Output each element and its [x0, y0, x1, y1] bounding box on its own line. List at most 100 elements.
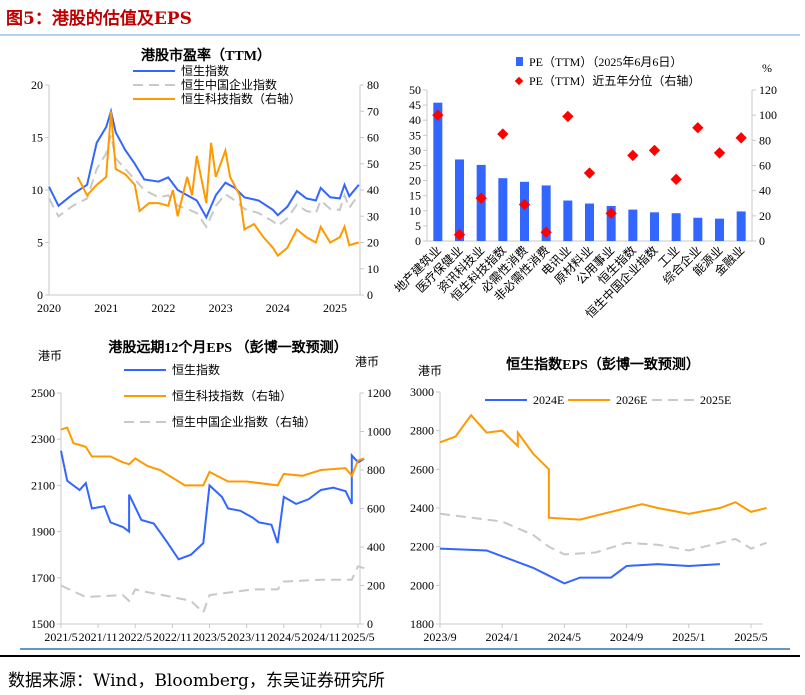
- sector-percentile-marker: [670, 173, 682, 185]
- sector-bar: [455, 159, 464, 241]
- sector-bar: [606, 205, 616, 241]
- pe-chart-title: 港股市盈率（TTM）: [141, 47, 271, 64]
- pe-chart-xtick-label: 2021: [94, 301, 118, 315]
- pe-chart-ytick-label: 15: [31, 131, 43, 145]
- sector-chart-ytick-label: 10: [409, 204, 421, 218]
- sector-chart-ytick-label: 30: [409, 143, 421, 157]
- hsi-eps-chart-xtick-label: 2024/1: [486, 630, 519, 644]
- sector-percentile-marker: [453, 229, 466, 241]
- eps-chart-y2tick-label: 1200: [367, 386, 391, 400]
- eps-chart-ytick-label: 1700: [31, 571, 55, 585]
- eps-chart-xtick-label: 2024/11: [301, 630, 340, 644]
- sector-percentile-marker: [692, 122, 704, 134]
- sector-chart-y2tick-label: 60: [759, 159, 771, 173]
- pe-chart-xtick-label: 2025: [323, 301, 347, 315]
- eps-chart-xtick-label: 2021/11: [79, 630, 118, 644]
- sector-bar: [520, 181, 529, 241]
- hsi-eps-chart-ytick-label: 2400: [410, 501, 434, 515]
- eps-chart-y-unit: 港币: [38, 349, 62, 363]
- sector-chart-y2tick-label: 20: [759, 209, 771, 223]
- hsi-eps-chart-series-line-1: [439, 413, 767, 521]
- sector-chart-y2tick-label: 100: [759, 108, 777, 122]
- sector-chart-ytick-label: 40: [409, 113, 421, 127]
- sector-bar: [585, 203, 594, 241]
- sector-chart-y2tick-label: 80: [759, 133, 771, 147]
- pe-chart-y2tick-label: 40: [367, 183, 379, 197]
- sector-percentile-marker: [627, 149, 639, 162]
- pe-chart-y2tick-label: 80: [367, 78, 379, 92]
- pe-chart-legend-label: 恒生科技指数（右轴）: [181, 91, 301, 106]
- sector-chart-y2-unit: %: [762, 61, 772, 75]
- sector-chart-ytick-label: 20: [409, 174, 421, 188]
- eps-chart-xtick-label: 2025/5: [341, 630, 374, 644]
- pe-chart-y2tick-label: 50: [367, 157, 379, 171]
- sector-legend-marker-swatch: [514, 76, 524, 86]
- hsi-eps-chart-legend-label: 2026E: [616, 393, 647, 407]
- hsi-eps-chart-legend-label: 2024E: [533, 393, 564, 407]
- hsi-eps-chart-ytick-label: 2800: [410, 424, 434, 438]
- sector-bar: [715, 218, 724, 241]
- pe-chart-series-line-2: [76, 111, 360, 258]
- pe-chart-legend-label: 恒生中国企业指数: [181, 77, 277, 92]
- sector-chart-y2tick-label: 40: [759, 184, 771, 198]
- hsi-eps-chart-ytick-label: 2000: [410, 578, 434, 592]
- pe-chart-y2tick-label: 30: [367, 209, 379, 223]
- eps-chart-legend-label: 恒生科技指数（右轴）: [172, 388, 292, 403]
- eps-chart-title: 港股远期12个月EPS （彭博一致预测）: [108, 339, 347, 356]
- source-note: 数据来源：Wind，Bloomberg，东吴证券研究所: [8, 671, 385, 691]
- eps-chart-ytick-label: 1900: [31, 525, 55, 539]
- eps-chart-series-line-0: [60, 450, 365, 561]
- eps-chart-y2tick-label: 1000: [367, 425, 391, 439]
- pe-chart-ytick-label: 0: [37, 288, 43, 302]
- pe-chart-y2tick-label: 20: [367, 236, 379, 250]
- pe-chart-xtick-label: 2020: [37, 301, 61, 315]
- sector-chart-ytick-label: 0: [415, 234, 421, 248]
- pe-chart-y2tick-label: 0: [367, 288, 373, 302]
- sector-percentile-marker: [518, 198, 531, 211]
- hsi-eps-chart-series-line-2: [439, 512, 767, 556]
- hsi-eps-chart-ytick-label: 1800: [410, 617, 434, 631]
- hsi-eps-chart-xtick-label: 2025/1: [672, 630, 705, 644]
- hsi-eps-chart-ytick-label: 2600: [410, 462, 434, 476]
- eps-chart-y2tick-label: 600: [367, 502, 385, 516]
- hsi-eps-chart-ytick-label: 3000: [410, 385, 434, 399]
- sector-legend-label: PE（TTM）（2025年6月6日）: [529, 55, 682, 69]
- sector-chart-y2tick-label: 120: [759, 83, 777, 97]
- hsi-eps-chart-ytick-label: 2200: [410, 540, 434, 554]
- eps-chart-y2tick-label: 0: [367, 617, 373, 631]
- eps-chart-ytick-label: 2300: [31, 432, 55, 446]
- sector-chart-ytick-label: 5: [415, 219, 421, 233]
- pe-chart-series-line-0: [48, 107, 360, 220]
- eps-chart-y2tick-label: 400: [367, 540, 385, 554]
- hsi-eps-chart-xtick-label: 2023/9: [423, 630, 456, 644]
- eps-chart-legend-label: 恒生指数: [172, 362, 220, 377]
- hsi-eps-chart-series-line-0: [439, 547, 720, 585]
- pe-chart-ytick-label: 10: [31, 183, 43, 197]
- hsi-eps-chart-xtick-label: 2025/5: [734, 630, 767, 644]
- sector-bar: [563, 200, 573, 241]
- hsi-eps-chart-y-unit: 港币: [418, 364, 442, 378]
- sector-bar: [433, 102, 443, 242]
- eps-chart-xtick-label: 2024/5: [267, 630, 300, 644]
- sector-bar: [671, 213, 681, 241]
- pe-chart-y2tick-label: 70: [367, 104, 379, 118]
- sector-legend-label: PE（TTM）近五年分位（右轴）: [529, 73, 700, 88]
- figure-title: 图5：港股的估值及EPS: [6, 9, 192, 29]
- pe-chart-ytick-label: 20: [31, 78, 43, 92]
- eps-chart-xtick-label: 2021/5: [44, 630, 77, 644]
- eps-chart-xtick-label: 2022/11: [153, 630, 192, 644]
- sector-bar: [650, 212, 659, 241]
- sector-percentile-marker: [735, 132, 747, 144]
- eps-chart-y2tick-label: 800: [367, 463, 385, 477]
- eps-chart-y2tick-label: 200: [367, 579, 385, 593]
- sector-chart-ytick-label: 25: [409, 159, 421, 173]
- sector-percentile-marker: [648, 144, 661, 157]
- sector-percentile-marker: [605, 207, 617, 219]
- pe-chart-xtick-label: 2023: [209, 301, 233, 315]
- eps-chart-y2-unit: 港币: [355, 355, 379, 369]
- sector-chart-ytick-label: 45: [409, 98, 421, 112]
- hsi-eps-chart-xtick-label: 2024/9: [610, 630, 643, 644]
- eps-chart-ytick-label: 2500: [31, 386, 55, 400]
